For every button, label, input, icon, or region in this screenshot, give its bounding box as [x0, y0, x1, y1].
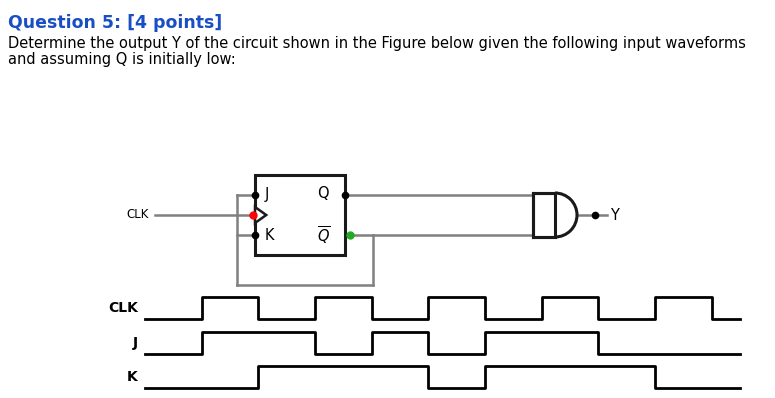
- Text: Q: Q: [317, 187, 329, 201]
- Text: Question 5: [4 points]: Question 5: [4 points]: [8, 14, 222, 32]
- Text: $\overline{Q}$: $\overline{Q}$: [317, 225, 330, 247]
- Text: Determine the output Y of the circuit shown in the Figure below given the follow: Determine the output Y of the circuit sh…: [8, 36, 746, 51]
- Text: K: K: [127, 370, 138, 384]
- Text: CLK: CLK: [126, 209, 149, 222]
- Polygon shape: [255, 207, 266, 223]
- Text: CLK: CLK: [109, 301, 138, 315]
- Text: J: J: [133, 336, 138, 350]
- Text: K: K: [265, 228, 274, 244]
- Bar: [533, 193, 555, 237]
- Text: and assuming Q is initially low:: and assuming Q is initially low:: [8, 52, 236, 67]
- Text: Y: Y: [610, 209, 619, 224]
- Text: J: J: [265, 187, 270, 201]
- Bar: [255, 175, 345, 255]
